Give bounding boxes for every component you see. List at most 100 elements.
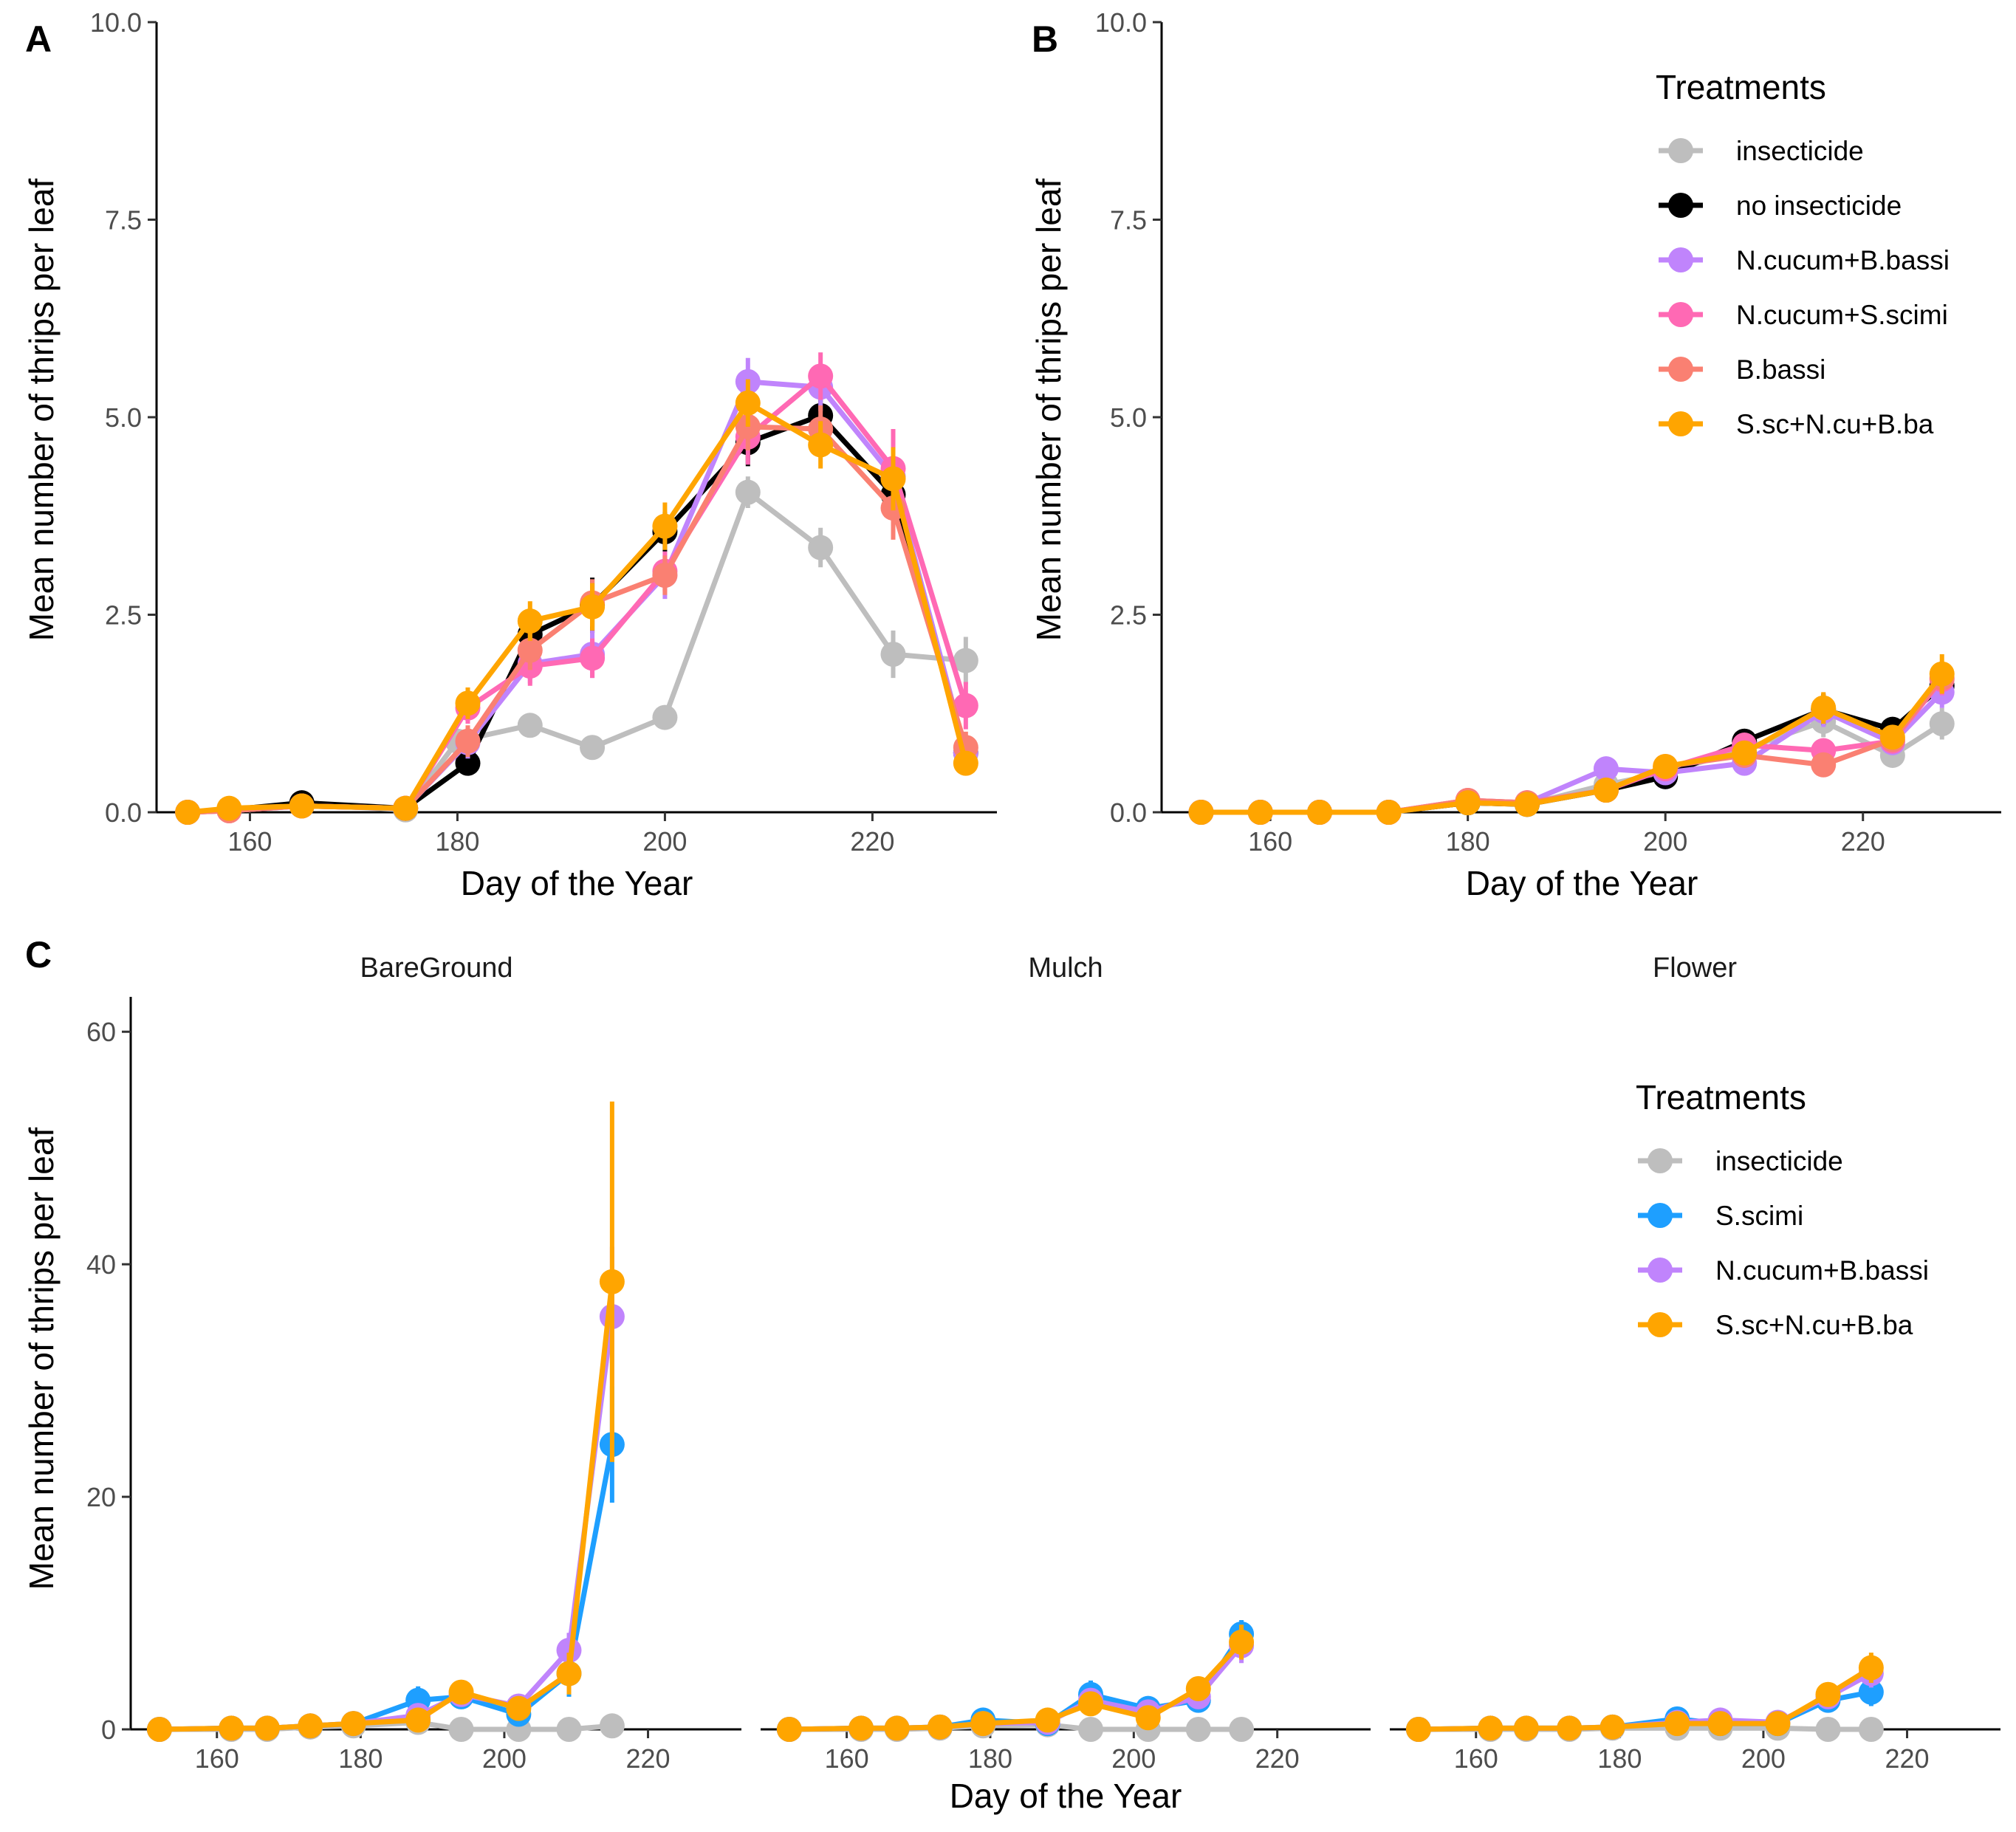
panel-a-point — [517, 637, 543, 663]
legend-bottom-entry-n-cucum-b-bassi: N.cucum+B.bassi — [1638, 1255, 1929, 1286]
panel-c-mulch-xtick-label: 160 — [825, 1743, 869, 1774]
panel-a-line-n-cucum-s-scimi — [188, 373, 969, 815]
panel-c-bareground-point — [340, 1711, 366, 1737]
panel-c-bareground-point — [599, 1269, 625, 1294]
panel-c-mulch-xtick-label: 180 — [968, 1743, 1012, 1774]
panel-c-flower-point — [1707, 1711, 1733, 1737]
legend-top-label: no insecticide — [1736, 191, 1902, 221]
panel-c-bareground-ytick-label: 20 — [86, 1482, 116, 1512]
panel-a-ytick-label: 2.5 — [105, 600, 142, 631]
panel-c-bareground-point — [448, 1717, 474, 1742]
panel-c-mulch-line-s-sc-n-cu-b-ba — [789, 1640, 1244, 1732]
panel-a-ytick-label: 7.5 — [105, 205, 142, 236]
panel-c-mulch-point — [1229, 1629, 1255, 1655]
panel-b-ytick-label: 5.0 — [1110, 402, 1147, 433]
panel-c-bareground-series-s-sc-n-cu-b-ba — [146, 1101, 625, 1742]
panel-a-point — [393, 795, 419, 821]
panel-c-bareground-point — [506, 1695, 532, 1721]
panel-b-point — [1732, 740, 1758, 766]
panel-a-xtick-label: 160 — [227, 826, 272, 857]
legend-bottom-label: S.sc+N.cu+B.ba — [1715, 1310, 1913, 1340]
panel-b-ytick-label: 0.0 — [1110, 797, 1147, 828]
panel-a: A Mean number of thrips per leaf Day of … — [22, 7, 997, 902]
panel-a-series-b-bassi — [175, 402, 978, 825]
panel-b-point — [1811, 752, 1837, 778]
legend-top-entry-n-cucum-s-scimi: N.cucum+S.scimi — [1659, 300, 1948, 330]
panel-a-xtick-label: 200 — [642, 826, 687, 857]
panel-a-point — [808, 535, 834, 560]
panel-b-series-b-bassi — [1188, 662, 1955, 825]
facet-strip-flower: Flower — [1653, 953, 1737, 984]
panel-a-xtick-label: 220 — [850, 826, 894, 857]
panel-a-point — [735, 390, 761, 416]
panel-c-bareground-xtick-label: 220 — [625, 1743, 670, 1774]
panel-c-bareground-point — [556, 1661, 582, 1687]
legend-top-entry-b-bassi: B.bassi — [1659, 354, 1825, 385]
panel-c-bareground-plot-area: 160 180 200 220 0 20 40 60 — [86, 997, 741, 1774]
panel-a-point — [808, 363, 834, 389]
panel-b-point — [1376, 800, 1402, 825]
panel-c-flower-point — [1858, 1655, 1884, 1681]
legend-bottom-key-point — [1648, 1312, 1673, 1337]
panel-letter-c: C — [25, 934, 52, 975]
legend-top: Treatments insecticide no insecticide N.cu… — [1656, 68, 1950, 439]
panel-c-flower-line-s-sc-n-cu-b-ba — [1418, 1665, 1873, 1732]
panel-a-series-n-cucum-b-bassi — [175, 357, 978, 825]
legend-top-key-point — [1668, 138, 1693, 163]
facet-strip-mulch: Mulch — [1028, 953, 1103, 984]
panel-c-bareground-point — [254, 1715, 280, 1741]
panel-a-point — [175, 800, 201, 825]
panel-b-plot-area: 160 180 200 220 0.0 2.5 5.0 7.5 10.0 — [1095, 7, 2001, 857]
panel-c-bareground-point — [599, 1713, 625, 1739]
legend-top-label: insecticide — [1736, 136, 1864, 166]
legend-bottom-entry-s-scimi: S.scimi — [1638, 1201, 1803, 1231]
panel-c-flower-point — [1858, 1679, 1884, 1705]
legend-bottom-key-point — [1648, 1148, 1673, 1173]
panel-b-point — [1307, 800, 1333, 825]
panel-c-mulch-point — [848, 1715, 874, 1741]
panel-c-bareground-point — [146, 1717, 172, 1742]
panel-c-mulch-point — [1035, 1707, 1060, 1733]
legend-top-entry-n-cucum-b-bassi: N.cucum+B.bassi — [1659, 245, 1950, 275]
panel-b-xtick-label: 200 — [1643, 826, 1687, 857]
panel-b-xtick-label: 160 — [1248, 826, 1292, 857]
panel-a-point — [216, 795, 242, 821]
panel-c-mulch-point — [927, 1714, 953, 1740]
panel-a-point — [953, 750, 978, 776]
panel-b-point — [1929, 711, 1955, 737]
panel-c-bareground-line-s-scimi — [159, 1444, 615, 1732]
panel-letter-a: A — [25, 18, 52, 60]
panel-c-bareground-point — [298, 1713, 323, 1739]
panel-c-flower-xtick-label: 200 — [1741, 1743, 1786, 1774]
panel-c-flower-point — [1815, 1717, 1841, 1742]
panel-c-mulch-point — [884, 1715, 910, 1741]
panel-b-series-s-sc-n-cu-b-ba — [1188, 654, 1955, 825]
panel-a-point — [517, 713, 543, 738]
panel-a-point — [580, 645, 606, 671]
legend-top-key-point — [1668, 411, 1693, 436]
legend-top-entry-s-sc-n-cu-b-ba: S.sc+N.cu+B.ba — [1659, 409, 1934, 439]
panel-b-ytick-label: 7.5 — [1110, 205, 1147, 236]
panel-b-point — [1455, 790, 1481, 816]
legend-bottom-key-point — [1648, 1203, 1673, 1228]
panel-b-point — [1653, 753, 1679, 779]
legend-bottom-entry-insecticide: insecticide — [1638, 1146, 1843, 1176]
panel-c-flower-point — [1858, 1717, 1884, 1742]
panel-c-bareground-point — [556, 1717, 582, 1742]
panel-a-point — [580, 735, 606, 761]
legend-top-label: B.bassi — [1736, 354, 1825, 385]
panel-c: C Mean number of thrips per leaf Day of … — [22, 934, 2000, 1815]
legend-top-label: N.cucum+B.bassi — [1736, 245, 1950, 275]
panel-c-flower-point — [1478, 1715, 1504, 1741]
panel-c-bareground-point — [448, 1679, 474, 1705]
panel-c-mulch-point — [1185, 1717, 1211, 1742]
panel-c-mulch-point — [1078, 1717, 1104, 1742]
panel-c-mulch-point — [1185, 1675, 1211, 1701]
panel-c-bareground-point — [405, 1707, 431, 1733]
panel-a-point — [517, 608, 543, 634]
panel-c-mulch-xtick-label: 220 — [1255, 1743, 1300, 1774]
legend-bottom-label: S.scimi — [1715, 1201, 1803, 1231]
panel-c-flower-point — [1765, 1711, 1791, 1737]
panel-b-point — [1247, 800, 1273, 825]
panel-c-bareground-line-n-cucum-b-bassi — [159, 1316, 615, 1732]
